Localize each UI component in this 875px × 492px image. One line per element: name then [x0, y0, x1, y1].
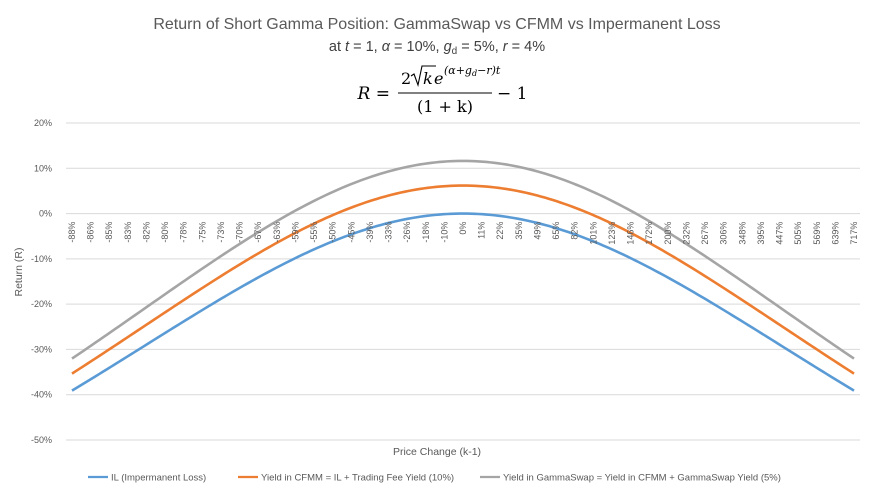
legend-label-il: IL (Impermanent Loss): [111, 473, 206, 484]
x-tick-label: 348%: [737, 222, 747, 245]
series-line-0: [71, 212, 855, 392]
x-tick-label: -18%: [421, 222, 431, 243]
chart-subtitle: at t = 1, α = 10%, gd = 5%, r = 4%: [329, 39, 545, 57]
x-tick-label: 395%: [756, 222, 766, 245]
y-tick-label: 10%: [34, 163, 52, 173]
x-tick-label: 101%: [588, 222, 598, 245]
y-axis-ticks: 20% 10% 0% -10% -20% -30% -40% -50%: [31, 118, 52, 445]
x-tick-label: 22%: [495, 222, 505, 240]
x-tick-label: 232%: [681, 222, 691, 245]
formula-e: e: [434, 69, 443, 88]
x-tick-label: -83%: [123, 222, 133, 243]
legend-label-cfmm: Yield in CFMM = IL + Trading Fee Yield (…: [261, 473, 454, 484]
formula-exponent: (α+gd−r)t: [444, 64, 501, 78]
sqrt-symbol: [410, 65, 436, 87]
x-tick-label: -26%: [402, 222, 412, 243]
formula-k: k: [423, 69, 433, 88]
series-line-2: [71, 159, 855, 360]
chart-formula: R = 2 k e (α+gd−r)t (1 + k) − 1: [357, 64, 528, 116]
x-tick-label: -82%: [142, 222, 152, 243]
x-tick-label: 717%: [849, 222, 859, 245]
x-tick-label: -45%: [346, 222, 356, 243]
x-tick-label: 0%: [458, 222, 468, 235]
y-axis-label: Return (R): [13, 247, 25, 296]
x-tick-label: -55%: [309, 222, 319, 243]
x-axis-label: Price Change (k-1): [393, 446, 481, 458]
x-tick-label: -70%: [235, 222, 245, 243]
x-tick-label: 267%: [700, 222, 710, 245]
y-tick-label: -40%: [31, 390, 52, 400]
x-tick-label: 172%: [644, 222, 654, 245]
x-tick-label: -59%: [290, 222, 300, 243]
x-tick-label: 146%: [626, 222, 636, 245]
y-tick-label: -50%: [31, 435, 52, 445]
x-axis-ticks: -88% -86% -85% -83% -82% -80% -78% -75% -73% -70%…: [67, 222, 859, 245]
x-tick-label: -85%: [104, 222, 114, 243]
x-tick-label: 82%: [570, 222, 580, 240]
chart-title: Return of Short Gamma Position: GammaSwa…: [153, 16, 720, 33]
x-tick-label: -75%: [197, 222, 207, 243]
x-tick-label: -63%: [272, 222, 282, 243]
x-tick-label: 11%: [477, 222, 487, 239]
x-tick-label: -50%: [328, 222, 338, 243]
x-tick-label: 123%: [607, 222, 617, 245]
formula-denominator: (1 + k): [417, 97, 473, 116]
formula-numerator: 2: [401, 69, 411, 88]
x-tick-label: 639%: [830, 222, 840, 245]
x-tick-label: -33%: [384, 222, 394, 243]
x-tick-label: 65%: [551, 222, 561, 240]
x-tick-label: -39%: [365, 222, 375, 243]
y-tick-label: -30%: [31, 344, 52, 354]
x-tick-label: -80%: [160, 222, 170, 243]
x-tick-label: 35%: [514, 222, 524, 240]
x-tick-label: -86%: [86, 222, 96, 243]
x-tick-label: -78%: [179, 222, 189, 243]
x-tick-label: 505%: [793, 222, 803, 245]
y-tick-label: 0%: [39, 209, 52, 219]
x-tick-label: 569%: [812, 222, 822, 245]
x-tick-label: 49%: [533, 222, 543, 240]
legend-label-gammaswap: Yield in GammaSwap = Yield in CFMM + Gam…: [503, 473, 781, 484]
y-tick-label: 20%: [34, 118, 52, 128]
series-lines: [71, 159, 855, 392]
x-tick-label: 447%: [775, 222, 785, 245]
formula-tail: − 1: [497, 84, 527, 104]
y-tick-label: -20%: [31, 299, 52, 309]
legend: IL (Impermanent Loss) Yield in CFMM = IL…: [88, 473, 781, 484]
x-tick-label: 306%: [719, 222, 729, 245]
x-tick-label: -67%: [253, 222, 263, 243]
x-tick-label: 200%: [663, 222, 673, 245]
formula-lhs: R =: [357, 84, 390, 104]
x-tick-label: -10%: [439, 222, 449, 243]
x-tick-label: -88%: [67, 222, 77, 243]
series-line-1: [71, 184, 855, 375]
x-tick-label: -73%: [216, 222, 226, 243]
y-tick-label: -10%: [31, 254, 52, 264]
